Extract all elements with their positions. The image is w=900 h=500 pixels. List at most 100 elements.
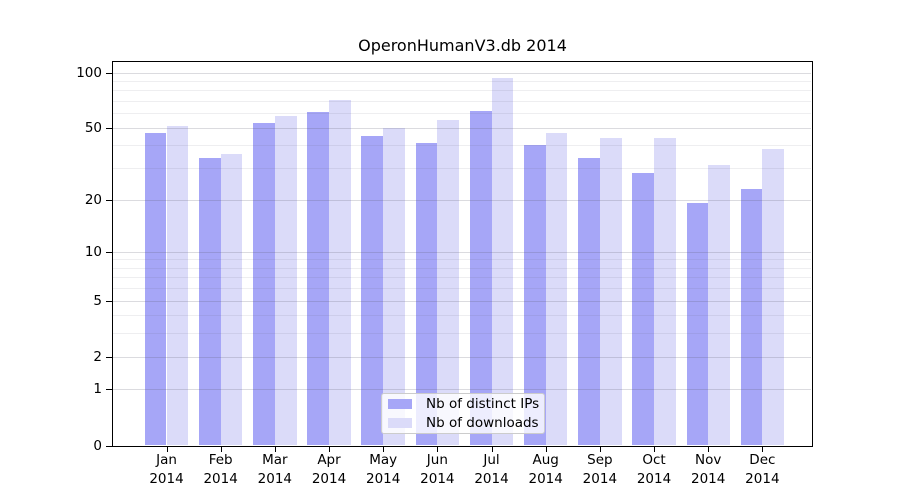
x-tick-month: Sep (587, 452, 613, 468)
x-tick-month: Feb (208, 452, 233, 468)
x-tick-month: Mar (262, 452, 288, 468)
x-tick-year: 2014 (528, 471, 563, 487)
x-tick-month: Dec (749, 452, 776, 468)
y-tick-label-100: 100 (76, 64, 102, 81)
x-tick-mark-jul (491, 446, 493, 452)
x-tick-year: 2014 (745, 471, 780, 487)
gridline-1 (113, 389, 811, 391)
bar-downloads-jan (166, 126, 189, 446)
x-tick-year: 2014 (420, 471, 455, 487)
bar-distinct-ips-aug (523, 145, 546, 446)
bar-downloads-feb (220, 153, 243, 446)
gridline-20 (113, 199, 811, 201)
x-tick-year: 2014 (257, 471, 292, 487)
x-tick-month: Oct (642, 452, 666, 468)
y-tick-label-5: 5 (93, 292, 102, 309)
bar-downloads-aug (545, 132, 568, 446)
bar-distinct-ips-oct (632, 173, 655, 446)
bar-distinct-ips-feb (198, 158, 221, 446)
x-tick-label-may: May 2014 (353, 451, 413, 489)
y-tick-label-0: 0 (93, 437, 102, 454)
gridline-10 (113, 251, 811, 253)
x-tick-label-mar: Mar 2014 (245, 451, 305, 489)
bar-distinct-ips-jul (469, 110, 492, 446)
x-tick-label-nov: Nov 2014 (678, 451, 738, 489)
legend-swatch-downloads (388, 418, 412, 428)
bar-downloads-nov (708, 165, 730, 446)
x-tick-month: Nov (695, 452, 722, 468)
x-tick-label-dec: Dec 2014 (732, 451, 792, 489)
y-tick-mark-20 (106, 199, 113, 201)
legend-label-distinct-ips: Nb of distinct IPs (426, 396, 540, 412)
x-tick-year: 2014 (149, 471, 184, 487)
x-tick-month: Jan (156, 452, 177, 468)
x-tick-year: 2014 (203, 471, 238, 487)
gridline-minor-9 (113, 259, 811, 261)
bar-downloads-dec (762, 149, 785, 446)
y-tick-mark-100 (106, 72, 113, 74)
gridline-minor-90 (113, 81, 811, 83)
x-tick-mark-oct (654, 446, 656, 452)
x-tick-mark-dec (762, 446, 764, 452)
gridline-50 (113, 127, 811, 129)
gridline-minor-40 (113, 145, 811, 147)
gridline-minor-8 (113, 267, 811, 269)
gridline-100 (113, 72, 811, 74)
x-tick-mark-aug (545, 446, 547, 452)
bar-downloads-jun (437, 120, 460, 446)
bar-distinct-ips-apr (307, 112, 329, 446)
legend: Nb of distinct IPs Nb of downloads (381, 393, 545, 434)
bar-downloads-sep (599, 137, 622, 446)
bar-distinct-ips-may (361, 136, 384, 446)
x-tick-month: Apr (317, 452, 341, 468)
x-tick-label-apr: Apr 2014 (299, 451, 359, 489)
gridline-minor-4 (113, 315, 811, 317)
gridline-minor-80 (113, 90, 811, 92)
x-tick-year: 2014 (582, 471, 618, 487)
x-tick-label-aug: Aug 2014 (516, 451, 576, 489)
x-tick-year: 2014 (365, 471, 401, 487)
bar-distinct-ips-dec (740, 188, 763, 446)
bar-distinct-ips-jun (415, 143, 438, 446)
x-tick-label-jul: Jul 2014 (462, 451, 522, 489)
gridline-minor-70 (113, 101, 811, 103)
x-tick-mark-sep (599, 446, 601, 452)
bar-downloads-apr (329, 99, 351, 446)
x-tick-mark-mar (274, 446, 276, 452)
bar-distinct-ips-sep (578, 158, 600, 446)
x-tick-mark-jan (166, 446, 168, 452)
gridline-minor-60 (113, 113, 811, 115)
gridline-minor-30 (113, 168, 811, 170)
x-tick-label-jun: Jun 2014 (407, 451, 467, 489)
x-tick-label-oct: Oct 2014 (624, 451, 684, 489)
bar-distinct-ips-mar (253, 123, 275, 446)
y-tick-mark-2 (106, 356, 113, 358)
y-tick-mark-50 (106, 127, 113, 129)
legend-swatch-distinct-ips (388, 399, 412, 409)
x-tick-label-sep: Sep 2014 (570, 451, 630, 489)
y-tick-mark-5 (106, 300, 113, 302)
gridline-minor-3 (113, 333, 811, 335)
y-tick-mark-0 (106, 445, 113, 447)
x-tick-mark-jun (437, 446, 439, 452)
x-tick-mark-apr (329, 446, 330, 452)
legend-label-downloads: Nb of downloads (426, 415, 539, 431)
y-tick-mark-10 (106, 251, 113, 253)
x-tick-mark-nov (708, 446, 710, 452)
bar-downloads-may (383, 127, 405, 446)
x-tick-month: May (369, 452, 398, 468)
x-tick-year: 2014 (474, 471, 509, 487)
y-tick-label-10: 10 (84, 243, 102, 260)
x-tick-label-feb: Feb 2014 (191, 451, 251, 489)
x-tick-mark-may (383, 446, 385, 452)
chart-title: OperonHumanV3.db 2014 (358, 36, 567, 55)
y-tick-label-1: 1 (93, 381, 102, 398)
gridline-2 (113, 356, 811, 358)
bar-distinct-ips-nov (686, 203, 709, 446)
bar-downloads-oct (654, 137, 676, 446)
legend-item-downloads: Nb of downloads (388, 415, 539, 431)
x-tick-mark-feb (220, 446, 222, 452)
bar-downloads-mar (274, 116, 297, 446)
y-tick-mark-1 (106, 389, 113, 391)
